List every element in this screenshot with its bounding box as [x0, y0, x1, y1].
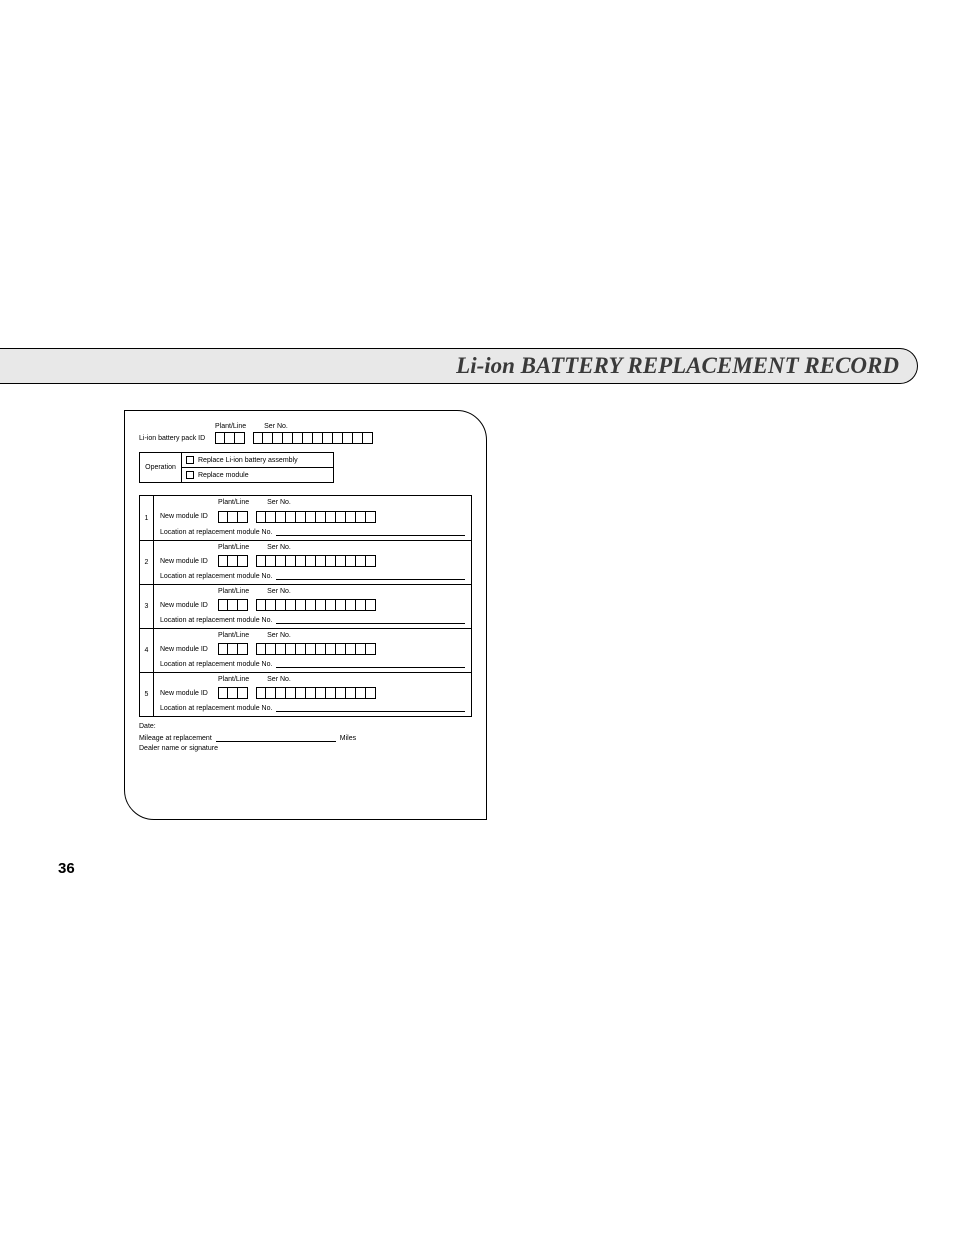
new-module-id-label: New module ID: [160, 690, 214, 697]
module-header-labels: Plant/Line Ser No.: [218, 632, 465, 639]
module-body: Plant/Line Ser No. New module ID Location a…: [154, 585, 471, 628]
module-row: 1 Plant/Line Ser No. New module ID Location …: [140, 496, 471, 540]
module-plant-boxes[interactable]: [218, 643, 248, 655]
module-id-row: New module ID: [160, 687, 465, 699]
page-title: Li-ion BATTERY REPLACEMENT RECORD: [456, 353, 899, 379]
module-header-labels: Plant/Line Ser No.: [218, 676, 465, 683]
module-ser-boxes[interactable]: [256, 555, 376, 567]
module-location-row: Location at replacement module No.: [160, 571, 465, 580]
module-id-row: New module ID: [160, 555, 465, 567]
ser-no-label: Ser No.: [264, 423, 288, 430]
plant-line-label: Plant/Line: [218, 676, 249, 683]
location-field[interactable]: [276, 615, 465, 624]
plant-line-label: Plant/Line: [218, 632, 249, 639]
location-label: Location at replacement module No.: [160, 661, 272, 668]
pack-id-row: Li-ion battery pack ID: [139, 432, 472, 444]
dealer-label: Dealer name or signature: [139, 745, 218, 752]
module-id-row: New module ID: [160, 511, 465, 523]
module-body: Plant/Line Ser No. New module ID Location a…: [154, 629, 471, 672]
module-number: 5: [140, 673, 154, 716]
plant-line-label: Plant/Line: [215, 423, 246, 430]
page-number: 36: [58, 860, 75, 877]
module-location-row: Location at replacement module No.: [160, 615, 465, 624]
module-body: Plant/Line Ser No. New module ID Location a…: [154, 541, 471, 584]
plant-line-label: Plant/Line: [218, 588, 249, 595]
opt2-label: Replace module: [198, 472, 249, 479]
module-ser-boxes[interactable]: [256, 687, 376, 699]
module-body: Plant/Line Ser No. New module ID Location a…: [154, 673, 471, 716]
module-plant-boxes[interactable]: [218, 687, 248, 699]
opt1-label: Replace Li-ion battery assembly: [198, 457, 298, 464]
module-number: 2: [140, 541, 154, 584]
module-row: 4 Plant/Line Ser No. New module ID Location …: [140, 628, 471, 672]
ser-no-label: Ser No.: [267, 676, 291, 683]
ser-no-label: Ser No.: [267, 499, 291, 506]
operation-row-1: Replace Li-ion battery assembly: [182, 453, 333, 467]
module-location-row: Location at replacement module No.: [160, 703, 465, 712]
title-bar: Li-ion BATTERY REPLACEMENT RECORD: [0, 348, 918, 384]
date-row: Date:: [139, 723, 472, 730]
module-plant-boxes[interactable]: [218, 599, 248, 611]
module-ser-boxes[interactable]: [256, 511, 376, 523]
operation-table: Operation Replace Li-ion battery assembl…: [139, 452, 334, 483]
module-row: 2 Plant/Line Ser No. New module ID Location …: [140, 540, 471, 584]
checkbox-replace-module[interactable]: [186, 471, 194, 479]
location-field[interactable]: [276, 703, 465, 712]
module-ser-boxes[interactable]: [256, 643, 376, 655]
location-label: Location at replacement module No.: [160, 705, 272, 712]
module-ser-boxes[interactable]: [256, 599, 376, 611]
mileage-field[interactable]: [216, 733, 336, 742]
record-card: Plant/Line Ser No. Li-ion battery pack I…: [124, 410, 487, 820]
location-label: Location at replacement module No.: [160, 529, 272, 536]
ser-no-label: Ser No.: [267, 544, 291, 551]
module-number: 3: [140, 585, 154, 628]
new-module-id-label: New module ID: [160, 602, 214, 609]
module-location-row: Location at replacement module No.: [160, 659, 465, 668]
new-module-id-label: New module ID: [160, 558, 214, 565]
ser-no-boxes[interactable]: [253, 432, 373, 444]
plant-line-label: Plant/Line: [218, 544, 249, 551]
module-plant-boxes[interactable]: [218, 511, 248, 523]
location-field[interactable]: [276, 527, 465, 536]
module-header-labels: Plant/Line Ser No.: [218, 544, 465, 551]
pack-id-section: Plant/Line Ser No. Li-ion battery pack I…: [139, 423, 472, 444]
module-id-row: New module ID: [160, 643, 465, 655]
pack-id-label: Li-ion battery pack ID: [139, 435, 211, 442]
location-label: Location at replacement module No.: [160, 617, 272, 624]
miles-label: Miles: [340, 735, 356, 742]
module-header-labels: Plant/Line Ser No.: [218, 588, 465, 595]
dealer-row: Dealer name or signature: [139, 745, 472, 752]
checkbox-replace-assembly[interactable]: [186, 456, 194, 464]
location-label: Location at replacement module No.: [160, 573, 272, 580]
modules-table: 1 Plant/Line Ser No. New module ID Location …: [139, 495, 472, 717]
module-location-row: Location at replacement module No.: [160, 527, 465, 536]
date-label: Date:: [139, 723, 156, 730]
plant-line-label: Plant/Line: [218, 499, 249, 506]
module-header-labels: Plant/Line Ser No.: [218, 499, 465, 506]
ser-no-label: Ser No.: [267, 588, 291, 595]
operation-row-2: Replace module: [182, 467, 333, 482]
new-module-id-label: New module ID: [160, 646, 214, 653]
ser-no-label: Ser No.: [267, 632, 291, 639]
footer-section: Date: Mileage at replacement Miles Deale…: [139, 723, 472, 752]
location-field[interactable]: [276, 659, 465, 668]
mileage-row: Mileage at replacement Miles: [139, 733, 472, 742]
module-number: 1: [140, 496, 154, 540]
pack-id-headers: Plant/Line Ser No.: [215, 423, 472, 430]
module-body: Plant/Line Ser No. New module ID Location a…: [154, 496, 471, 540]
module-plant-boxes[interactable]: [218, 555, 248, 567]
plant-line-boxes[interactable]: [215, 432, 245, 444]
mileage-label: Mileage at replacement: [139, 735, 212, 742]
module-number: 4: [140, 629, 154, 672]
new-module-id-label: New module ID: [160, 513, 214, 520]
operation-options: Replace Li-ion battery assembly Replace …: [182, 453, 333, 482]
location-field[interactable]: [276, 571, 465, 580]
module-row: 5 Plant/Line Ser No. New module ID Location …: [140, 672, 471, 716]
module-row: 3 Plant/Line Ser No. New module ID Location …: [140, 584, 471, 628]
operation-label: Operation: [140, 453, 182, 482]
module-id-row: New module ID: [160, 599, 465, 611]
